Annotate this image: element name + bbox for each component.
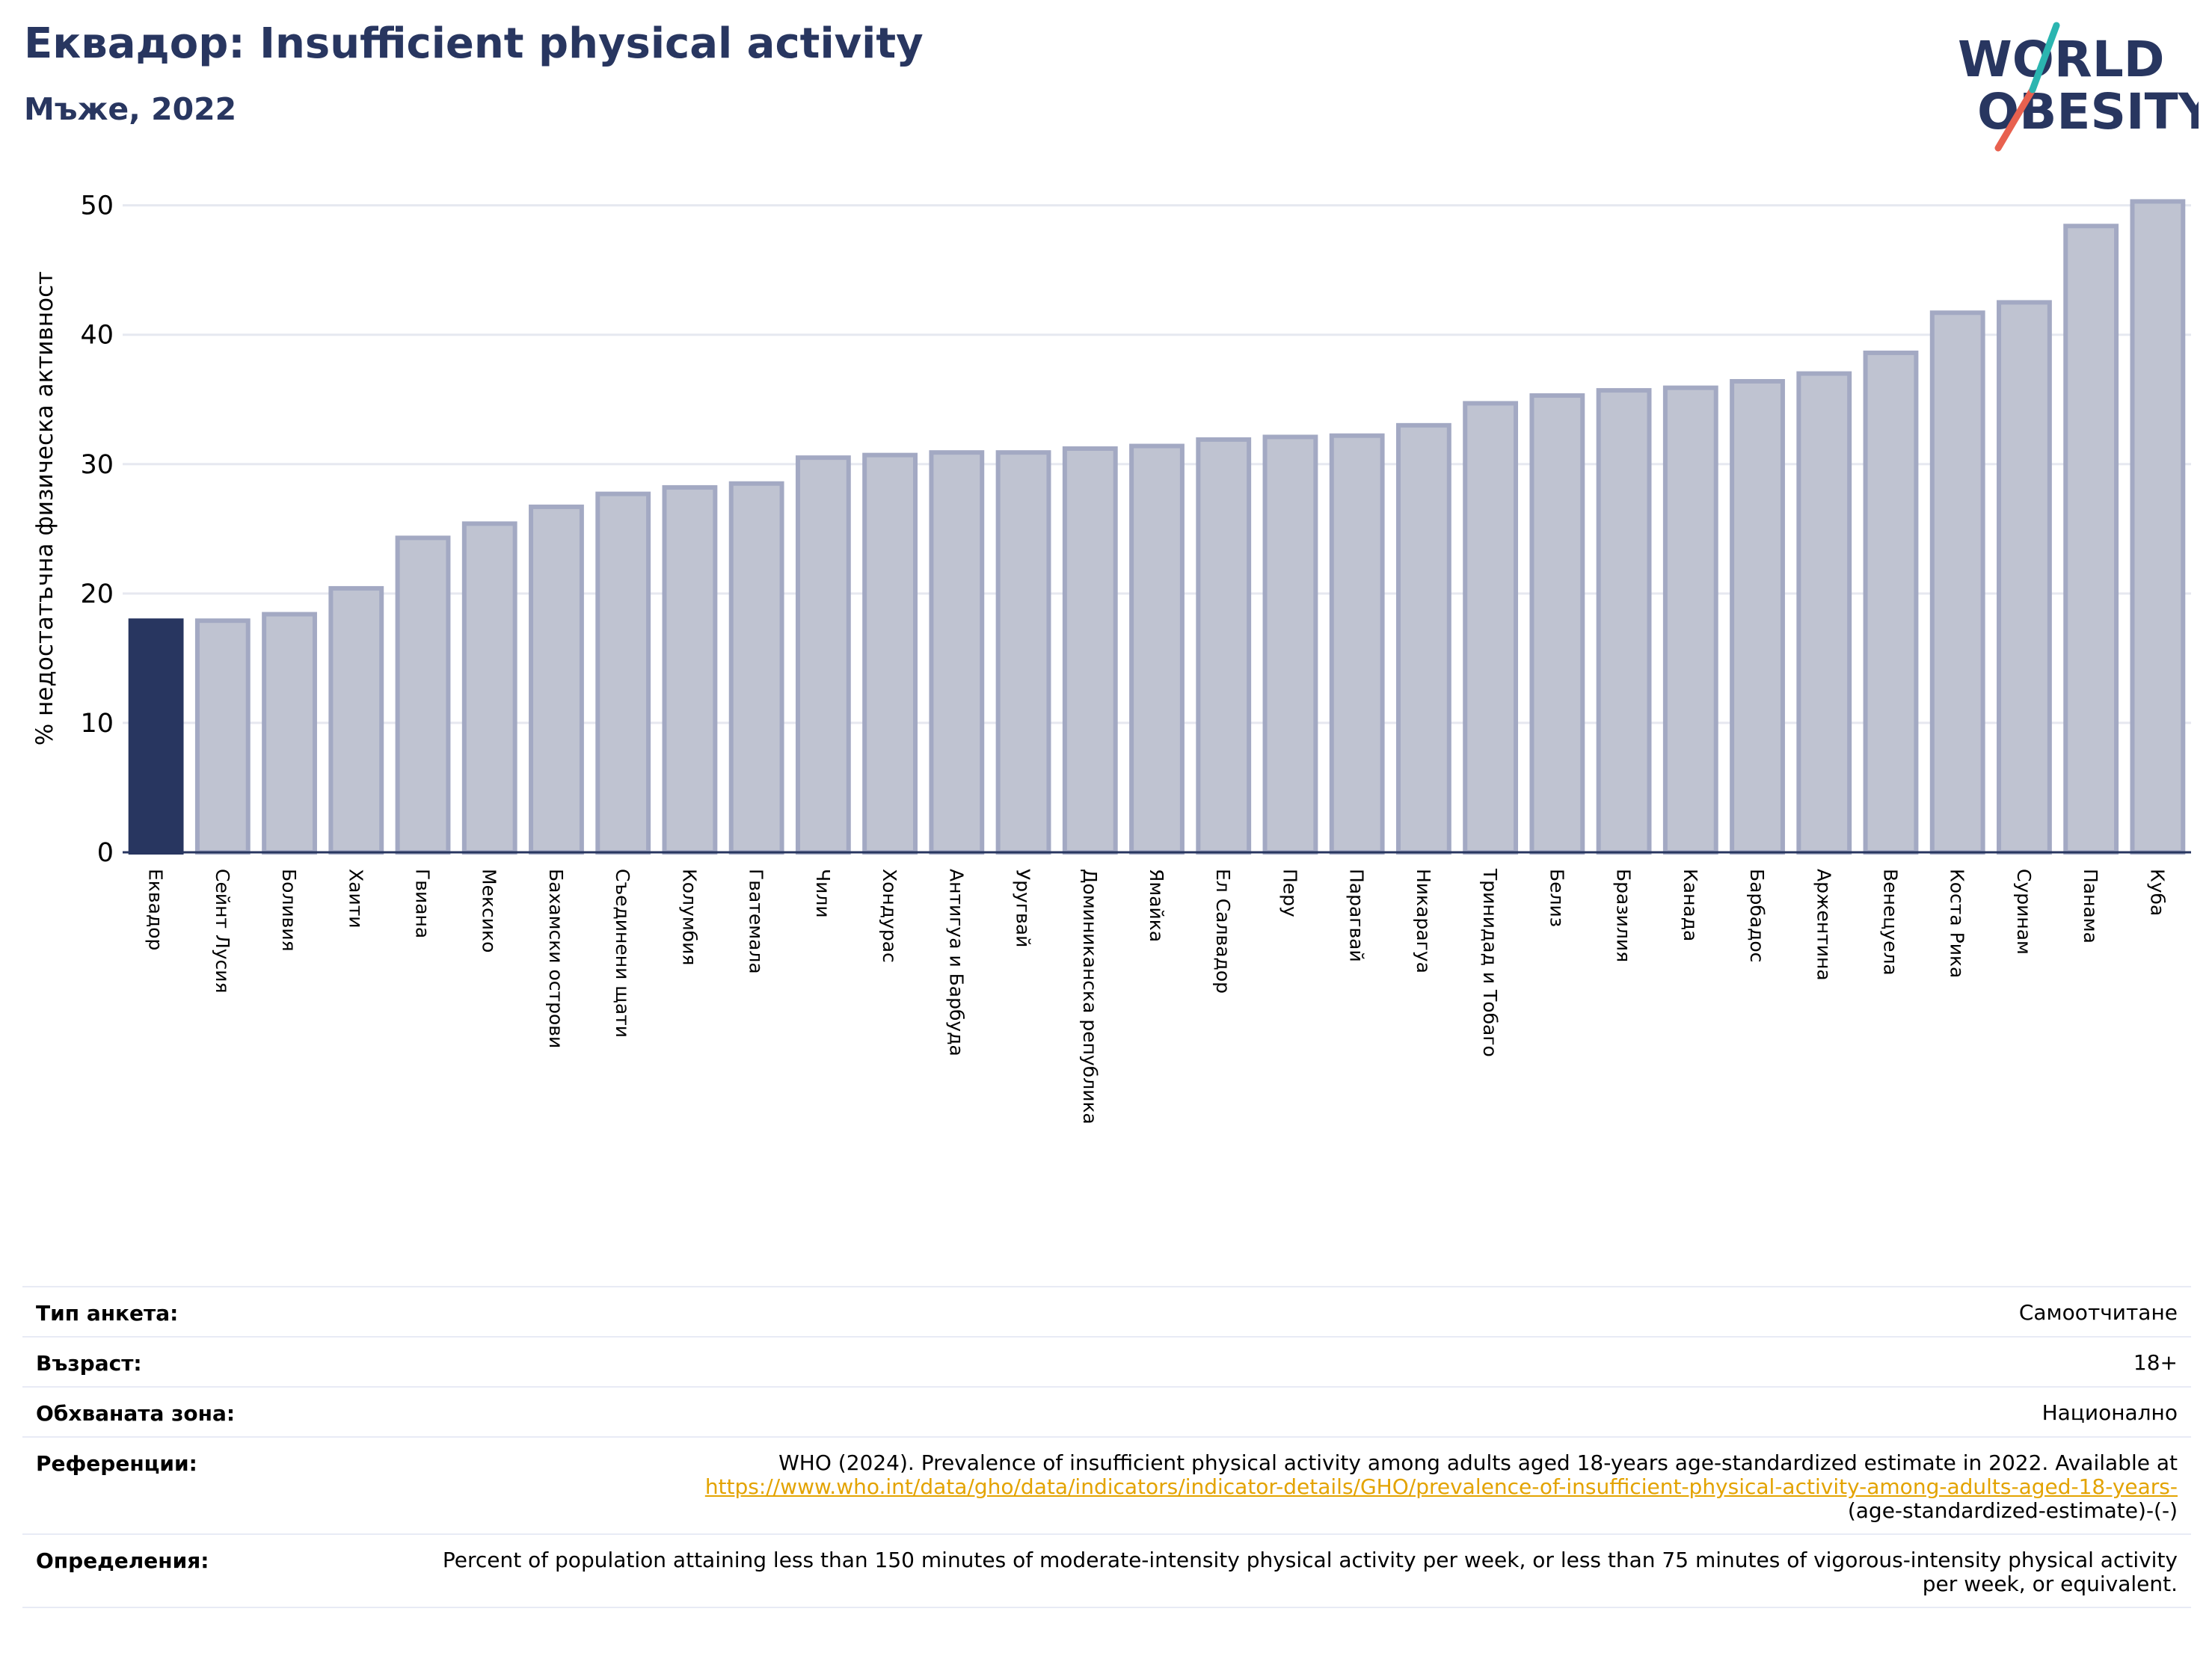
bar: [1662, 385, 1718, 855]
x-tick-label: Антигуа и Барбуда: [945, 869, 967, 1056]
x-tick-label: Куба: [2146, 869, 2168, 916]
x-tick-label: Сейнт Лусия: [212, 869, 233, 994]
bar: [1863, 350, 1919, 855]
x-tick-label: Белиз: [1546, 869, 1567, 927]
x-tick-label: Хаити: [345, 869, 366, 929]
bar: [995, 450, 1051, 855]
bar: [1196, 437, 1252, 855]
x-tick-label: Парагвай: [1346, 869, 1368, 962]
bar: [1929, 310, 1985, 855]
world-obesity-logo: WORLD OBESITY: [1958, 22, 2199, 152]
x-tick-label: Канада: [1680, 869, 1701, 941]
info-row-age: Възраст: 18+: [22, 1336, 2191, 1386]
x-tick-label: Еквадор: [145, 869, 167, 950]
bar: [1329, 433, 1385, 855]
bar-chart: 0 10 20 30 40 50 Еквадор Сейнт Лусия Боливия Хаи…: [31, 191, 2191, 1124]
info-row-survey-type: Тип анкета: Самоотчитане: [22, 1286, 2191, 1336]
x-tick-label: Аржентина: [1813, 869, 1834, 981]
references-tail: (age-standardized-estimate)-(-): [1847, 1498, 2178, 1523]
bar: [1730, 379, 1785, 855]
bar: [1596, 388, 1652, 855]
x-tick-label: Мексико: [479, 869, 500, 952]
bar: [194, 618, 251, 855]
bar: [1062, 446, 1118, 855]
bar: [1463, 401, 1519, 855]
x-tick-label: Тринидад и Тобаго: [1479, 868, 1501, 1057]
y-tick-label: 40: [80, 321, 114, 351]
references-text: WHO (2024). Prevalence of insufficient p…: [778, 1450, 2178, 1475]
info-row-references: Референции: WHO (2024). Prevalence of in…: [22, 1436, 2191, 1533]
x-tick-label: Венецуела: [1879, 869, 1901, 976]
x-tick-label: Ямайка: [1146, 869, 1167, 942]
y-axis-label: % недостатъчна физическа активност: [31, 271, 58, 745]
bar: [862, 452, 918, 855]
x-tick-label: Гватемала: [746, 869, 767, 974]
area-label: Обхваната зона:: [36, 1401, 236, 1426]
x-tick-label: Чили: [812, 869, 834, 918]
bar: [395, 535, 451, 855]
definitions-value: Percent of population attaining less tha…: [442, 1548, 2178, 1596]
bar: [2130, 199, 2186, 855]
references-link[interactable]: https://www.who.int/data/gho/data/indica…: [704, 1474, 2178, 1499]
x-tick-label: Хондурас: [879, 869, 900, 963]
x-tick-label: Гвиана: [412, 869, 434, 938]
bar: [128, 618, 184, 855]
logo-line2: OBESITY: [1977, 83, 2199, 141]
bar: [328, 585, 384, 855]
x-tick-label: Бразилия: [1613, 869, 1635, 962]
x-tick-label: Уругвай: [1013, 869, 1034, 947]
y-tick-label: 30: [80, 450, 114, 480]
x-tick-label: Коста Рика: [1947, 869, 1968, 978]
info-row-area: Обхваната зона: Национално: [22, 1386, 2191, 1436]
bar: [1262, 434, 1318, 855]
logo-line1: WORLD: [1958, 31, 2165, 88]
x-tick-labels: Еквадор Сейнт Лусия Боливия Хаити Гвиана Мекс…: [145, 868, 2169, 1124]
bar: [1997, 300, 2052, 855]
x-tick-label: Ел Салвадор: [1212, 869, 1234, 994]
y-tick-label: 20: [80, 579, 114, 609]
area-value: Национално: [2042, 1400, 2178, 1425]
bar: [1129, 443, 1185, 855]
x-tick-label: Панама: [2080, 869, 2101, 944]
bar: [461, 521, 517, 855]
x-tick-label: Барбадос: [1746, 869, 1768, 962]
age-value: 18+: [2133, 1350, 2178, 1375]
y-tick-label: 50: [80, 191, 114, 221]
bar: [262, 612, 317, 855]
logo-slash-red: [1994, 86, 2036, 152]
bar: [929, 450, 985, 855]
bar: [529, 504, 584, 855]
bar: [1529, 393, 1585, 855]
x-tick-label: Съединени щати: [612, 869, 633, 1038]
references-label: Референции:: [36, 1451, 197, 1476]
x-tick-label: Боливия: [278, 869, 300, 952]
survey-type-label: Тип анкета:: [36, 1301, 179, 1326]
y-tick-labels: 0 10 20 30 40 50: [80, 191, 114, 868]
y-tick-label: 10: [80, 709, 114, 739]
x-tick-label: Никарагуа: [1413, 869, 1434, 973]
page-subtitle: Мъже, 2022: [24, 91, 237, 127]
bar: [728, 481, 784, 855]
logo-slash-teal: [2029, 22, 2060, 93]
bar: [595, 491, 651, 855]
bar: [1796, 371, 1852, 855]
bar: [2063, 224, 2119, 855]
x-tick-label: Бахамски острови: [545, 869, 567, 1048]
info-row-definitions: Определения: Percent of population attai…: [22, 1533, 2191, 1608]
x-tick-label: Перу: [1279, 869, 1300, 917]
bars: [128, 199, 2186, 855]
info-table: Тип анкета: Самоотчитане Възраст: 18+ Об…: [22, 1286, 2191, 1608]
age-label: Възраст:: [36, 1351, 142, 1376]
bar: [662, 484, 718, 855]
references-value: WHO (2024). Prevalence of insufficient p…: [705, 1451, 2178, 1523]
page-title: Еквадор: Insufficient physical activity: [24, 19, 924, 68]
x-tick-label: Доминиканска република: [1079, 869, 1101, 1124]
survey-type-value: Самоотчитане: [2018, 1300, 2178, 1325]
x-tick-label: Суринам: [2013, 869, 2035, 955]
x-tick-label: Колумбия: [678, 869, 700, 965]
bar: [1395, 422, 1451, 855]
bar: [795, 455, 851, 855]
definitions-label: Определения:: [36, 1548, 209, 1573]
y-tick-label: 0: [97, 838, 114, 868]
